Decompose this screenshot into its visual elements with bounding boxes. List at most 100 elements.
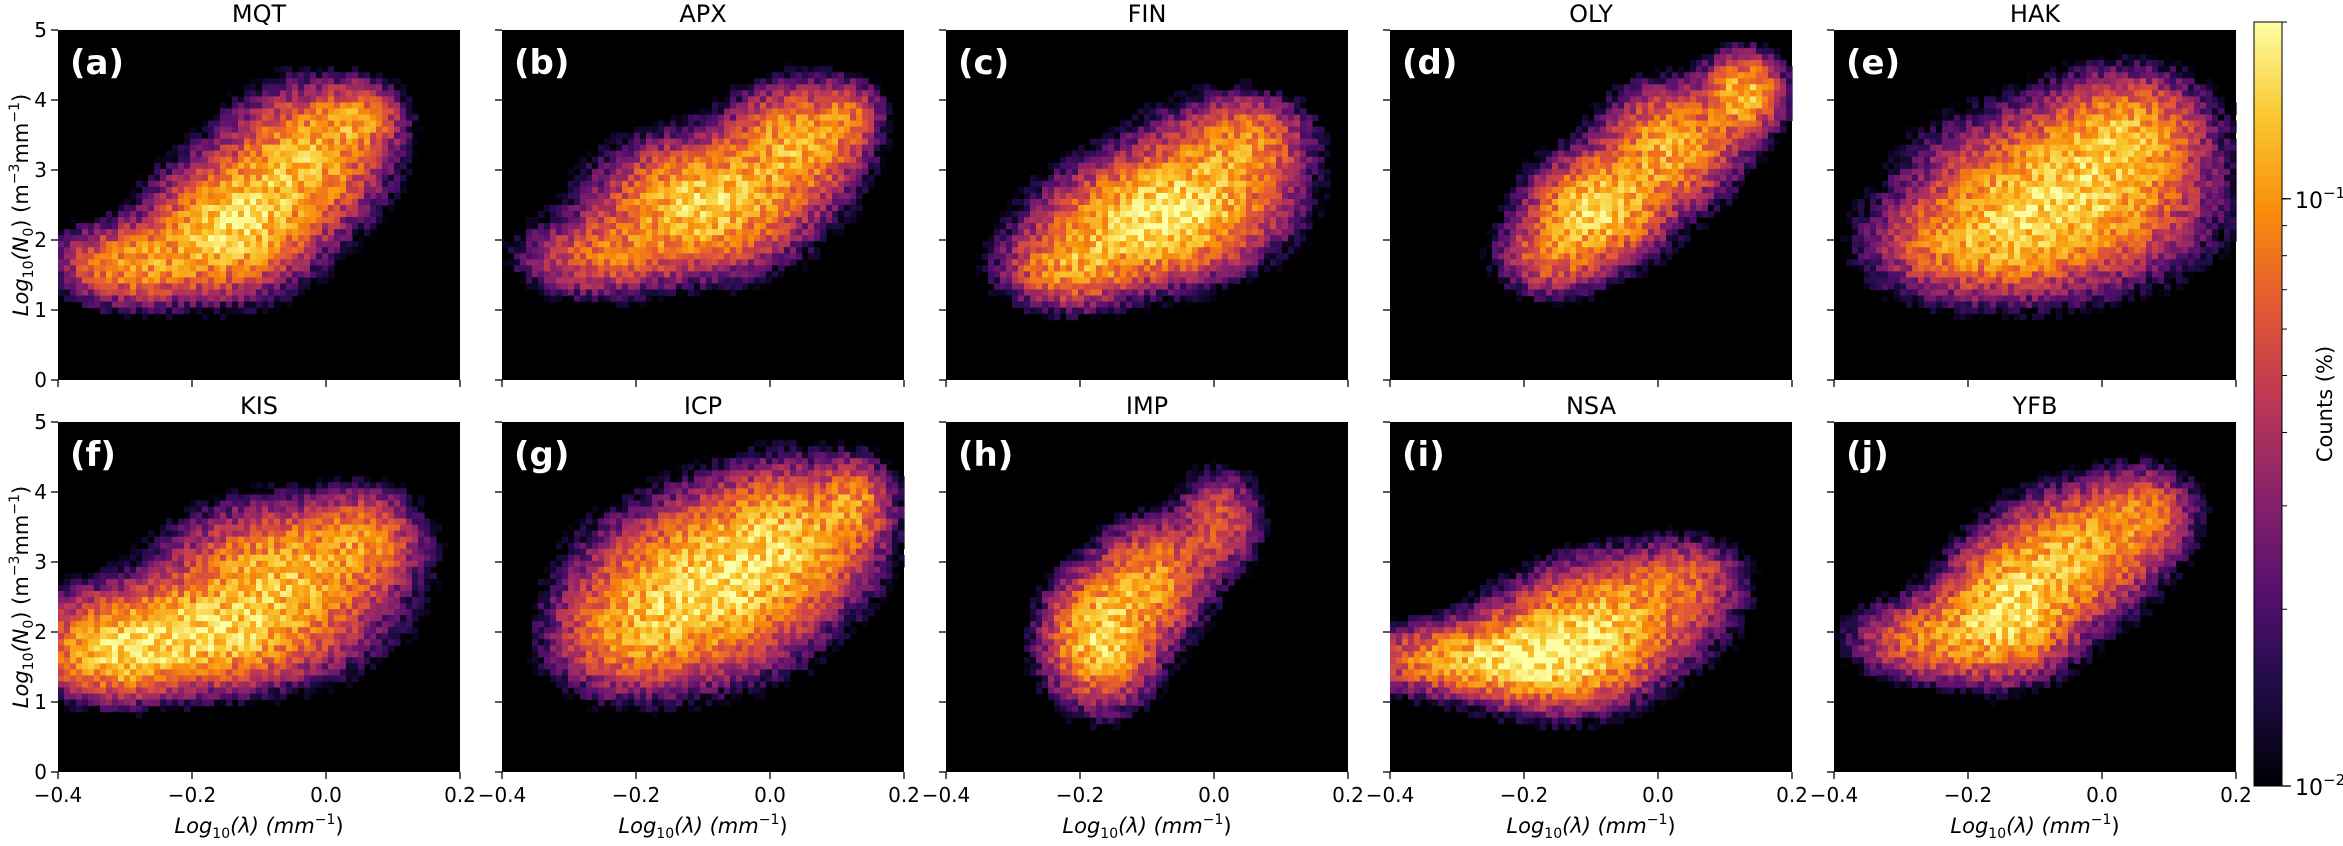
heatmap-cell [784, 180, 791, 188]
heatmap-cell [166, 271, 173, 279]
heatmap-cell [814, 211, 821, 218]
heatmap-cell [796, 132, 803, 140]
heatmap-cell [844, 174, 851, 182]
heatmap-cell [1192, 132, 1199, 140]
heatmap-cell [802, 132, 809, 140]
heatmap-cell [178, 174, 185, 182]
heatmap-cell [280, 192, 287, 200]
heatmap-cell [136, 265, 143, 272]
heatmap-cell [1090, 162, 1097, 170]
heatmap-cell [616, 283, 623, 291]
heatmap-cell [1312, 186, 1319, 194]
heatmap-cell [760, 186, 767, 194]
heatmap-cell [1168, 283, 1175, 291]
heatmap-cell [1234, 235, 1241, 242]
heatmap-cell [340, 186, 347, 194]
heatmap-cell [766, 192, 773, 200]
heatmap-cell [1258, 265, 1265, 272]
heatmap-cell [760, 108, 767, 116]
heatmap-cell [658, 265, 665, 272]
heatmap-cell [568, 265, 575, 272]
heatmap-cell [628, 289, 635, 297]
heatmap-cell [1204, 211, 1211, 218]
heatmap-cell [1276, 223, 1283, 230]
heatmap-cell [562, 205, 569, 212]
heatmap-cell [292, 235, 299, 242]
heatmap-cell [592, 180, 599, 188]
heatmap-cell [802, 96, 809, 104]
heatmap-cell [232, 162, 239, 170]
heatmap-cell [244, 283, 251, 291]
heatmap-cell [694, 174, 701, 182]
heatmap-cell [316, 217, 323, 224]
heatmap-cell [1072, 211, 1079, 218]
heatmap-cell [292, 211, 299, 218]
heatmap-cell [178, 301, 185, 309]
heatmap-cell [652, 156, 659, 164]
heatmap-cell [238, 102, 245, 110]
heatmap-cell [286, 265, 293, 272]
heatmap-cell [736, 223, 743, 230]
heatmap-cell [394, 192, 401, 200]
heatmap-cell [682, 259, 689, 266]
heatmap-cell [856, 138, 863, 146]
heatmap-cell [292, 223, 299, 230]
heatmap-cell [1210, 162, 1217, 170]
heatmap-cell [1060, 174, 1067, 182]
heatmap-cell [1060, 180, 1067, 188]
heatmap-cell [1168, 174, 1175, 182]
heatmap-cell [646, 138, 653, 146]
heatmap-cell [1096, 205, 1103, 212]
heatmap-cell [1006, 253, 1013, 260]
heatmap-cell [646, 289, 653, 297]
panel-title: APX [679, 0, 726, 28]
heatmap-cell [1210, 283, 1217, 291]
heatmap-cell [352, 211, 359, 218]
heatmap-cell [1186, 156, 1193, 164]
heatmap-cell [226, 295, 233, 303]
heatmap-cell [148, 229, 155, 236]
heatmap-cell [334, 192, 341, 200]
heatmap-cell [640, 283, 647, 291]
heatmap-cell [160, 229, 167, 236]
heatmap-cell [592, 211, 599, 218]
heatmap-cell [388, 102, 395, 110]
heatmap-cell [1324, 192, 1331, 200]
heatmap-cell [988, 259, 995, 266]
heatmap-cell [550, 205, 557, 212]
heatmap-cell [526, 241, 533, 248]
heatmap-cell [274, 114, 281, 122]
heatmap-cell [862, 78, 869, 85]
heatmap-cell [874, 162, 881, 170]
heatmap-cell [1150, 277, 1157, 285]
heatmap-cell [778, 84, 785, 91]
heatmap-cell [664, 265, 671, 272]
heatmap-cell [1252, 180, 1259, 188]
heatmap-cell [1180, 241, 1187, 248]
heatmap-cell [1198, 223, 1205, 230]
heatmap-cell [58, 259, 65, 266]
heatmap-cell [1276, 120, 1283, 128]
y-tick-label: 2 [34, 228, 47, 252]
heatmap-cell [838, 90, 845, 97]
heatmap-cell [262, 198, 269, 206]
heatmap-cell [1192, 174, 1199, 182]
heatmap-cell [730, 229, 737, 236]
heatmap-cell [286, 174, 293, 182]
heatmap-cell [370, 132, 377, 140]
heatmap-cell [832, 217, 839, 224]
heatmap-cell [160, 259, 167, 266]
heatmap-cell [634, 235, 641, 242]
heatmap-cell [1282, 120, 1289, 128]
heatmap-cell [778, 186, 785, 194]
heatmap-cell [574, 198, 581, 206]
heatmap-cell [700, 174, 707, 182]
heatmap-cell [322, 78, 329, 85]
heatmap-cell [556, 295, 563, 303]
heatmap-cell [298, 144, 305, 152]
heatmap-cell [190, 126, 197, 134]
heatmap-cell [784, 90, 791, 97]
heatmap-cell [724, 114, 731, 122]
heatmap-cell [304, 198, 311, 206]
heatmap-cell [1192, 96, 1199, 104]
